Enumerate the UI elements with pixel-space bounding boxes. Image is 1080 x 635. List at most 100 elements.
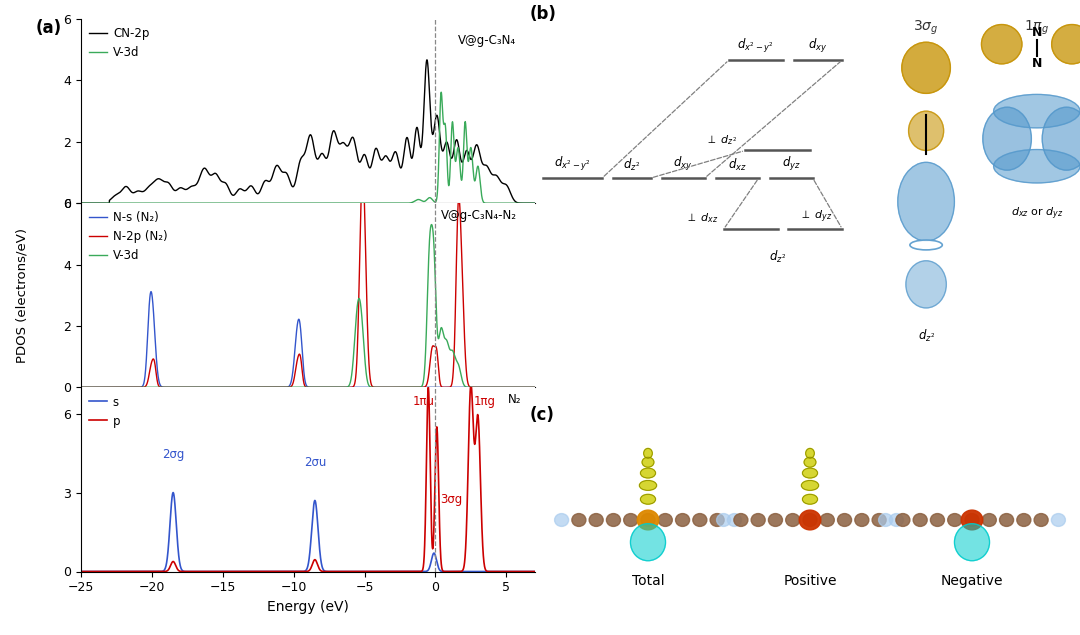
- Circle shape: [1052, 514, 1066, 526]
- Line: CN-2p: CN-2p: [81, 60, 535, 203]
- V-3d: [248, 199, 261, 207]
- V-3d: [75, 384, 87, 391]
- Ellipse shape: [642, 457, 654, 467]
- Circle shape: [961, 510, 983, 530]
- Text: $d_{xy}$: $d_{xy}$: [674, 156, 692, 173]
- V-3d: [471, 384, 484, 391]
- Text: $d_{z^2}$: $d_{z^2}$: [769, 249, 786, 265]
- CN-2p: [126, 189, 139, 196]
- Circle shape: [786, 514, 799, 526]
- N-s (N₂): [471, 384, 484, 391]
- Circle shape: [966, 514, 978, 526]
- Circle shape: [728, 514, 741, 526]
- N-s (N₂): [153, 380, 166, 388]
- Circle shape: [1017, 514, 1031, 526]
- N-s (N₂): [75, 384, 87, 391]
- p: [464, 380, 477, 388]
- Circle shape: [948, 514, 962, 526]
- Circle shape: [896, 514, 909, 526]
- N-2p (N₂): [471, 384, 484, 391]
- CN-2p: [471, 141, 484, 149]
- Circle shape: [555, 514, 569, 526]
- Text: 2σg: 2σg: [162, 448, 185, 461]
- Text: $d_{xy}$: $d_{xy}$: [809, 37, 827, 55]
- V-3d: [471, 165, 484, 173]
- Text: 3σg: 3σg: [441, 493, 462, 505]
- Text: $\perp$ $d_{yz}$: $\perp$ $d_{yz}$: [799, 209, 832, 225]
- N-2p (N₂): [248, 384, 261, 391]
- Ellipse shape: [631, 524, 665, 561]
- N-s (N₂): [126, 384, 139, 391]
- N-s (N₂): [519, 384, 532, 391]
- Legend: N-s (N₂), N-2p (N₂), V-3d: N-s (N₂), N-2p (N₂), V-3d: [86, 209, 170, 265]
- Text: V@g-C₃N₄: V@g-C₃N₄: [458, 34, 516, 47]
- N-2p (N₂): [528, 384, 541, 391]
- p: [268, 568, 281, 575]
- N-2p (N₂): [75, 384, 87, 391]
- N-2p (N₂): [519, 384, 532, 391]
- Circle shape: [717, 514, 730, 526]
- Circle shape: [873, 514, 886, 526]
- N-s (N₂): [411, 384, 424, 391]
- N-2p (N₂): [153, 383, 166, 391]
- Ellipse shape: [983, 107, 1031, 170]
- s: [166, 489, 179, 497]
- s: [126, 568, 139, 575]
- Text: N₂: N₂: [508, 393, 521, 406]
- Line: V-3d: V-3d: [81, 225, 535, 387]
- Text: Negative: Negative: [941, 574, 1003, 588]
- Ellipse shape: [982, 25, 1022, 64]
- Line: V-3d: V-3d: [81, 92, 535, 203]
- V-3d: [153, 199, 166, 207]
- Ellipse shape: [897, 163, 955, 241]
- s: [471, 568, 484, 575]
- Ellipse shape: [955, 524, 989, 561]
- CN-2p: [528, 199, 541, 207]
- Ellipse shape: [908, 111, 944, 150]
- Text: V@g-C₃N₄-N₂: V@g-C₃N₄-N₂: [441, 209, 516, 222]
- Text: 1πu: 1πu: [413, 396, 435, 408]
- Ellipse shape: [902, 42, 950, 93]
- Circle shape: [589, 514, 603, 526]
- p: [471, 415, 484, 422]
- Text: 2σu: 2σu: [303, 456, 326, 469]
- Circle shape: [931, 514, 944, 526]
- Ellipse shape: [639, 481, 657, 490]
- Circle shape: [983, 514, 997, 526]
- N-s (N₂): [528, 384, 541, 391]
- CN-2p: [153, 175, 166, 183]
- Circle shape: [838, 514, 851, 526]
- Text: (b): (b): [529, 5, 556, 23]
- Ellipse shape: [994, 95, 1080, 128]
- Circle shape: [607, 514, 620, 526]
- Text: $d_{z^2}$: $d_{z^2}$: [918, 328, 934, 344]
- Text: Total: Total: [632, 574, 664, 588]
- Text: 1$\pi_g$: 1$\pi_g$: [1024, 18, 1050, 37]
- Text: $\perp$ $d_{xz}$: $\perp$ $d_{xz}$: [685, 211, 718, 225]
- V-3d: [268, 199, 281, 207]
- Circle shape: [572, 514, 585, 526]
- Ellipse shape: [906, 261, 946, 308]
- s: [75, 568, 87, 575]
- Circle shape: [1034, 514, 1048, 526]
- Circle shape: [624, 514, 637, 526]
- Text: Positive: Positive: [783, 574, 837, 588]
- s: [528, 568, 541, 575]
- CN-2p: [268, 165, 281, 173]
- Text: PDOS (electrons/eV): PDOS (electrons/eV): [15, 228, 28, 363]
- Text: 3$\sigma_g$: 3$\sigma_g$: [914, 18, 939, 37]
- N-2p (N₂): [268, 384, 281, 391]
- Ellipse shape: [806, 448, 814, 458]
- Circle shape: [804, 514, 818, 526]
- Circle shape: [734, 514, 747, 526]
- s: [526, 568, 539, 575]
- N-2p (N₂): [356, 166, 369, 173]
- Text: N: N: [1031, 26, 1042, 39]
- X-axis label: Energy (eV): Energy (eV): [267, 600, 349, 614]
- Text: $d_{yz}$: $d_{yz}$: [782, 156, 800, 173]
- Ellipse shape: [1042, 107, 1080, 170]
- V-3d: [75, 199, 87, 207]
- N-2p (N₂): [126, 384, 139, 391]
- V-3d: [248, 384, 261, 391]
- Text: $d_{xz}$: $d_{xz}$: [728, 157, 746, 173]
